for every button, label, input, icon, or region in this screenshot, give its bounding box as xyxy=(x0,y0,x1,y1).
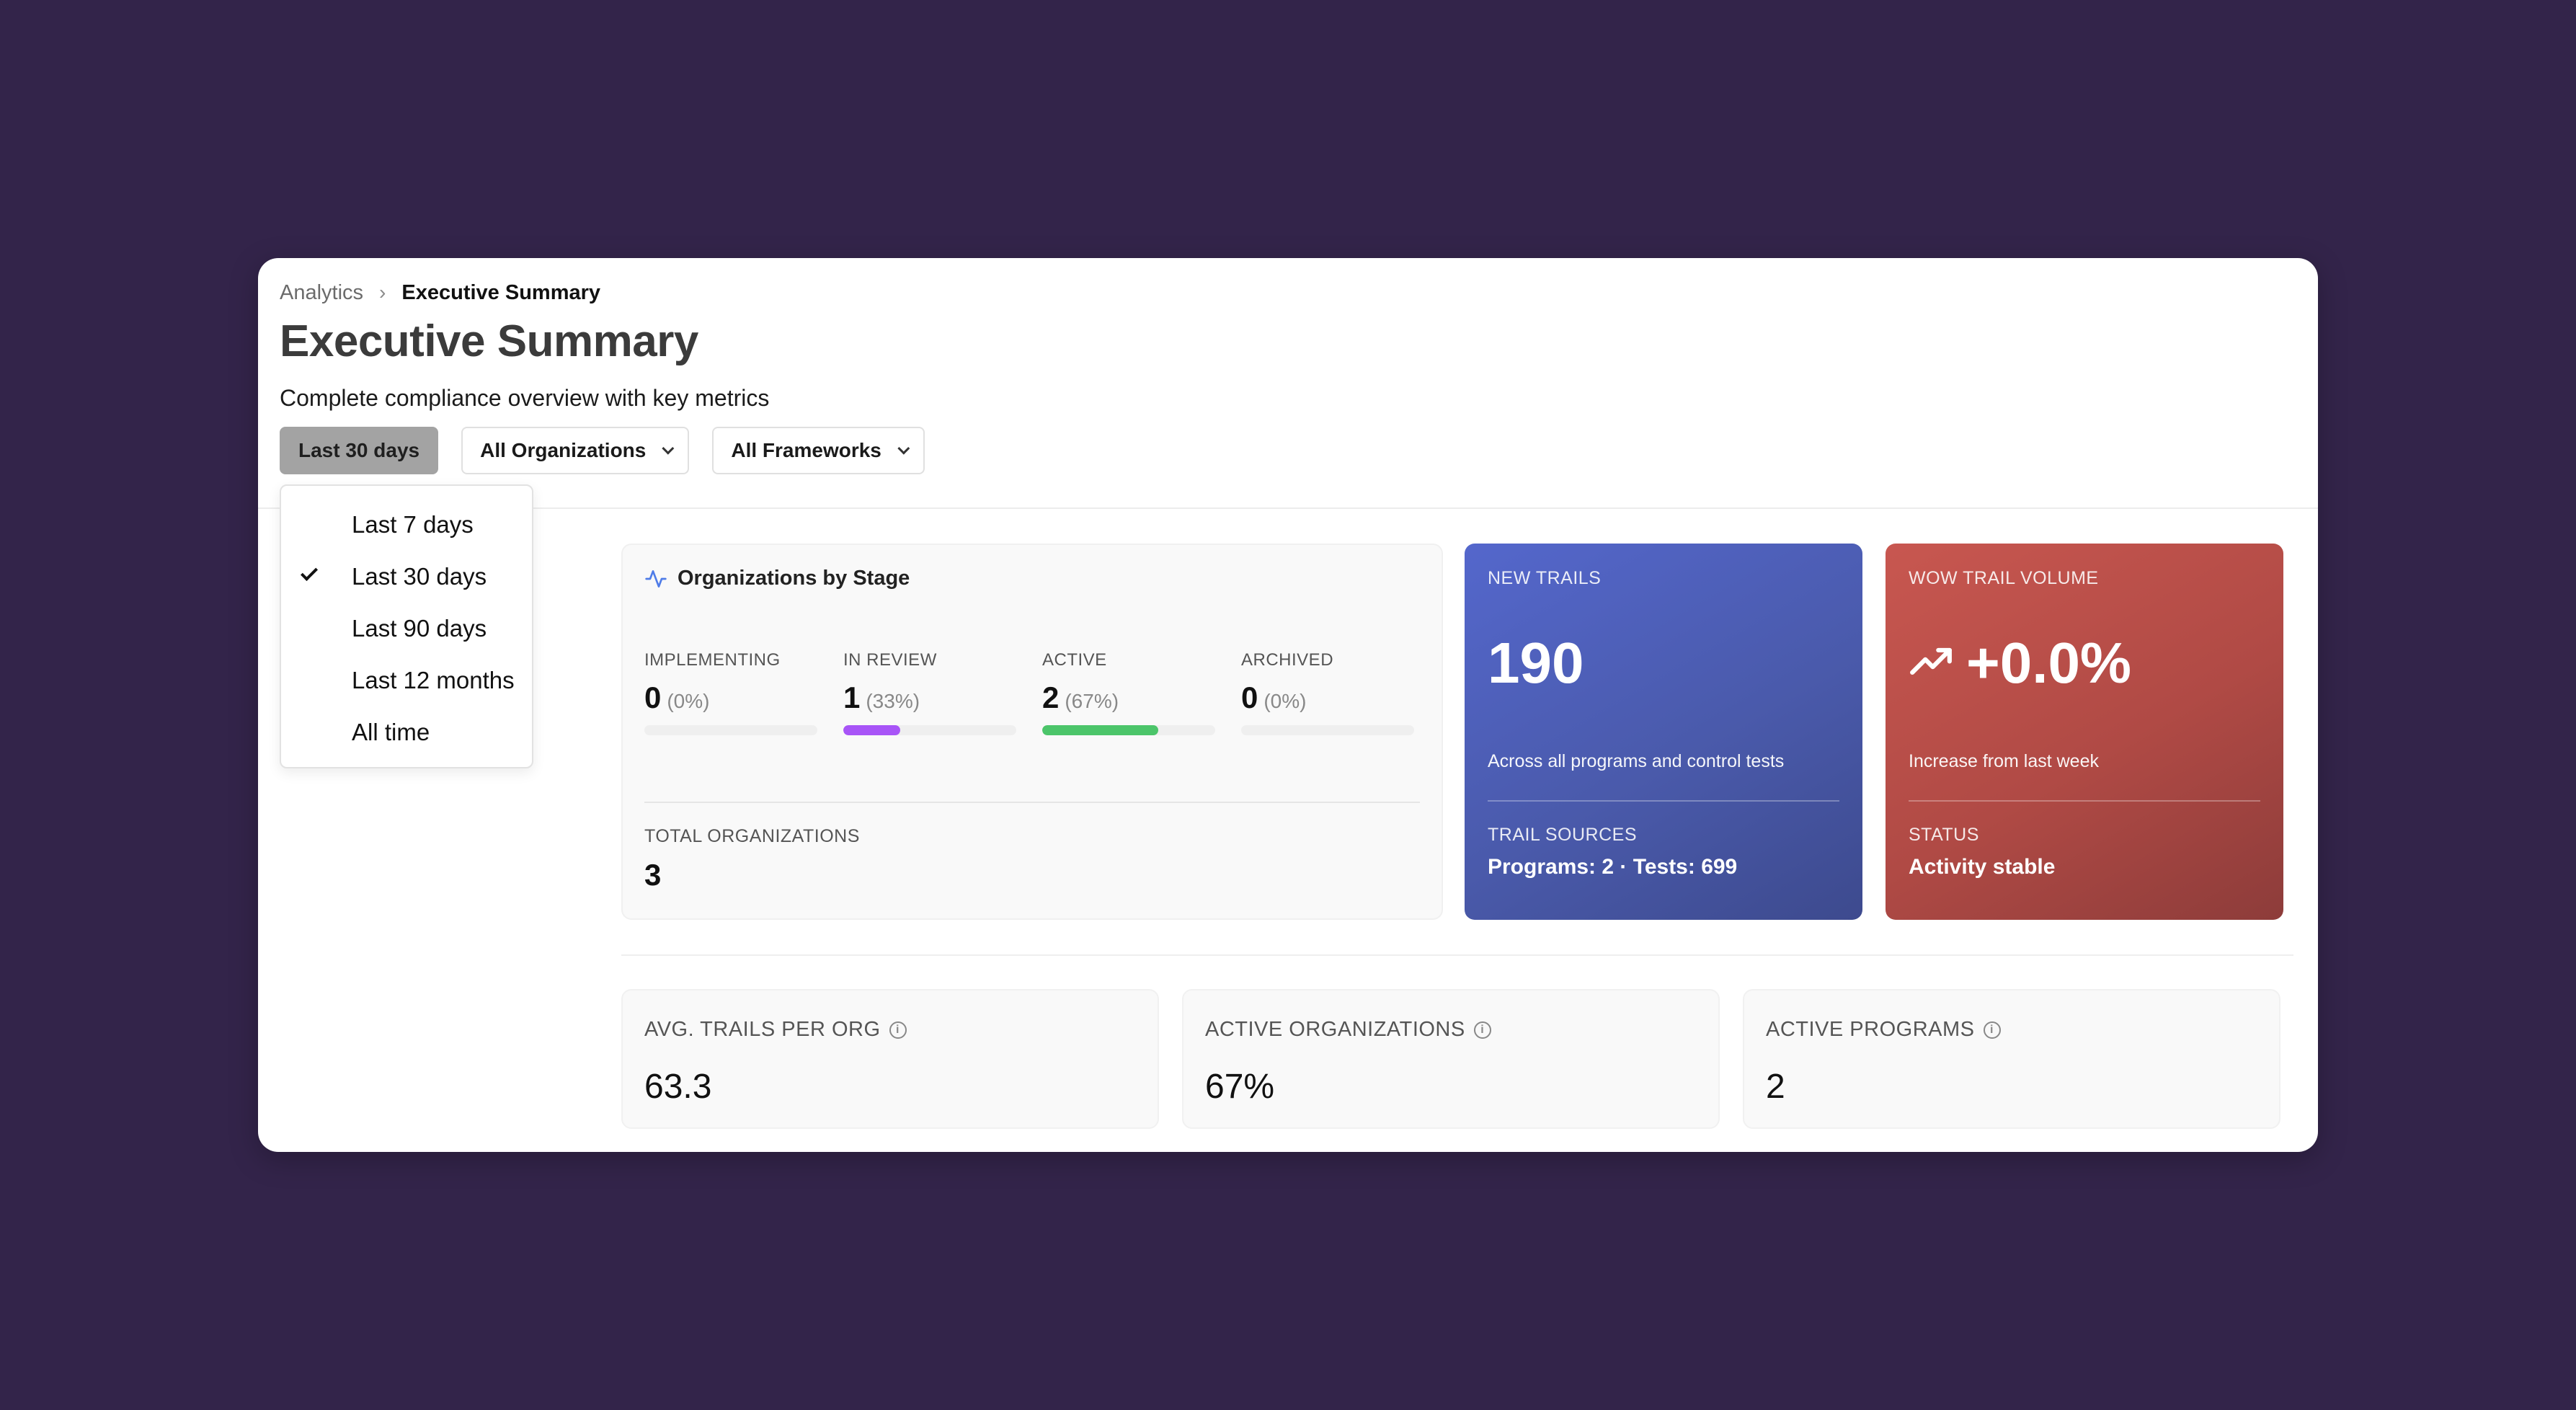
stage-label: ACTIVE xyxy=(1042,650,1107,670)
status-value: Activity stable xyxy=(1909,855,2056,879)
stage-progress-fill xyxy=(843,725,901,735)
period-option-label: Last 7 days xyxy=(352,511,474,538)
period-option-label: Last 12 months xyxy=(352,667,515,693)
stage-percent: (0%) xyxy=(667,690,710,712)
new-trails-value-row: 190 xyxy=(1488,630,1584,696)
metric-label: ACTIVE ORGANIZATIONS xyxy=(1205,1018,1465,1041)
new-trails-label: NEW TRAILS xyxy=(1488,568,1602,588)
period-option-90-days[interactable]: Last 90 days xyxy=(281,603,532,655)
wow-volume-description: Increase from last week xyxy=(1909,751,2099,771)
stage-value: 1 (33%) xyxy=(843,680,1016,715)
breadcrumb-analytics[interactable]: Analytics xyxy=(280,280,364,304)
header-divider xyxy=(258,507,2318,509)
new-trails-description: Across all programs and control tests xyxy=(1488,751,1785,771)
metric-value: 63.3 xyxy=(644,1068,712,1106)
period-option-7-days[interactable]: Last 7 days xyxy=(281,499,532,551)
stage-columns: IMPLEMENTING 0 (0%) IN REVIEW 1 (33%) xyxy=(644,650,1414,735)
app-window: Analytics › Executive Summary Executive … xyxy=(258,258,2318,1152)
breadcrumb-current: Executive Summary xyxy=(401,280,601,304)
stage-count: 0 xyxy=(1241,680,1258,714)
stage-percent: (33%) xyxy=(866,690,920,712)
organizations-by-stage-card: Organizations by Stage IMPLEMENTING 0 (0… xyxy=(621,544,1443,920)
stage-count: 2 xyxy=(1042,680,1060,714)
wow-volume-label: WOW TRAIL VOLUME xyxy=(1909,568,2099,588)
metric-label: ACTIVE PROGRAMS xyxy=(1766,1018,1975,1041)
filter-bar: Last 30 days All Organizations All Frame… xyxy=(280,427,925,474)
info-icon[interactable]: i xyxy=(889,1021,907,1039)
status-label: STATUS xyxy=(1909,825,1979,845)
total-organizations-value: 3 xyxy=(644,858,662,892)
period-filter-label: Last 30 days xyxy=(298,439,420,461)
stage-card-title: Organizations by Stage xyxy=(678,567,910,590)
wow-trail-volume-card: WOW TRAIL VOLUME +0.0% Increase from las… xyxy=(1886,544,2283,920)
wow-volume-value: +0.0% xyxy=(1966,631,2132,695)
stage-value: 0 (0%) xyxy=(644,680,817,715)
page-subtitle: Complete compliance overview with key me… xyxy=(280,385,770,411)
total-organizations-label: TOTAL ORGANIZATIONS xyxy=(644,826,860,846)
stage-percent: (67%) xyxy=(1065,690,1119,712)
stage-value: 0 (0%) xyxy=(1241,680,1414,715)
stage-in-review: IN REVIEW 1 (33%) xyxy=(843,650,1016,735)
period-dropdown-menu: Last 7 days Last 30 days Last 90 days La… xyxy=(280,484,533,768)
period-option-label: Last 30 days xyxy=(352,563,487,590)
stage-progress-track xyxy=(843,725,1016,735)
frameworks-filter-label: All Frameworks xyxy=(731,439,881,461)
metric-label: AVG. TRAILS PER ORG xyxy=(644,1018,881,1041)
stage-active: ACTIVE 2 (67%) xyxy=(1042,650,1215,735)
organizations-filter-button[interactable]: All Organizations xyxy=(461,427,690,474)
stage-card-header: Organizations by Stage xyxy=(644,567,910,590)
chevron-right-icon: › xyxy=(379,281,386,303)
page-title: Executive Summary xyxy=(280,316,698,366)
active-organizations-card: ACTIVE ORGANIZATIONS i 67% xyxy=(1182,989,1720,1129)
period-option-all-time[interactable]: All time xyxy=(281,706,532,758)
metric-value: 2 xyxy=(1766,1068,1785,1106)
metric-value: 67% xyxy=(1205,1068,1275,1106)
stage-progress-track xyxy=(1042,725,1215,735)
metric-label-row: ACTIVE PROGRAMS i xyxy=(1766,1018,2001,1042)
stage-progress-track xyxy=(644,725,817,735)
section-divider xyxy=(621,954,2293,956)
stage-label: IN REVIEW xyxy=(843,650,937,670)
period-filter-button[interactable]: Last 30 days xyxy=(280,427,439,474)
stage-label: IMPLEMENTING xyxy=(644,650,781,670)
info-icon[interactable]: i xyxy=(1983,1021,2001,1039)
trending-up-icon xyxy=(1910,647,1952,675)
new-trails-value: 190 xyxy=(1488,631,1584,695)
stage-count: 1 xyxy=(843,680,861,714)
stage-progress-track xyxy=(1241,725,1414,735)
stage-implementing: IMPLEMENTING 0 (0%) xyxy=(644,650,817,735)
divider xyxy=(644,802,1420,803)
avg-trails-per-org-card: AVG. TRAILS PER ORG i 63.3 xyxy=(621,989,1159,1129)
metric-label-row: ACTIVE ORGANIZATIONS i xyxy=(1205,1018,1491,1042)
trail-sources-value: Programs: 2 · Tests: 699 xyxy=(1488,855,1738,879)
active-programs-card: ACTIVE PROGRAMS i 2 xyxy=(1743,989,2280,1129)
stage-archived: ARCHIVED 0 (0%) xyxy=(1241,650,1414,735)
chevron-down-icon xyxy=(897,442,910,455)
trail-sources-label: TRAIL SOURCES xyxy=(1488,825,1638,845)
divider xyxy=(1488,800,1839,802)
info-icon[interactable]: i xyxy=(1473,1021,1491,1039)
stage-percent: (0%) xyxy=(1263,690,1307,712)
new-trails-card: NEW TRAILS 190 Across all programs and c… xyxy=(1465,544,1862,920)
stage-value: 2 (67%) xyxy=(1042,680,1215,715)
check-icon xyxy=(300,563,319,582)
wow-volume-value-row: +0.0% xyxy=(1909,630,2131,696)
stage-progress-fill xyxy=(1042,725,1158,735)
period-option-12-months[interactable]: Last 12 months xyxy=(281,655,532,706)
period-option-30-days[interactable]: Last 30 days xyxy=(281,551,532,603)
period-option-label: All time xyxy=(352,719,430,745)
activity-icon xyxy=(645,569,667,588)
breadcrumb: Analytics › Executive Summary xyxy=(280,278,600,307)
chevron-down-icon xyxy=(662,442,675,455)
stage-label: ARCHIVED xyxy=(1241,650,1334,670)
frameworks-filter-button[interactable]: All Frameworks xyxy=(712,427,925,474)
metric-label-row: AVG. TRAILS PER ORG i xyxy=(644,1018,907,1042)
period-option-label: Last 90 days xyxy=(352,615,487,642)
organizations-filter-label: All Organizations xyxy=(480,439,647,461)
divider xyxy=(1909,800,2260,802)
stage-count: 0 xyxy=(644,680,662,714)
